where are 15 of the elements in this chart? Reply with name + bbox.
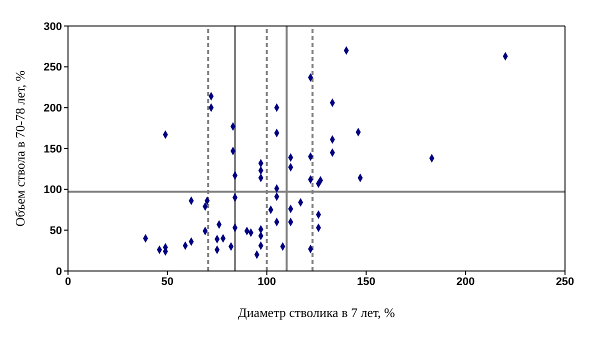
y-tick-label: 250 [44,62,62,74]
y-tick-label: 300 [44,20,62,33]
x-axis-title: Диаметр стволика в 7 лет, % [238,305,396,320]
y-tick-label: 0 [56,266,62,278]
x-tick-label: 0 [64,276,72,288]
x-tick-label: 200 [456,276,475,288]
x-tick-label: 250 [556,276,574,288]
y-tick-label: 50 [50,225,62,238]
x-tick-label: 100 [258,276,276,288]
x-tick-label: 150 [357,276,376,288]
y-tick-label: 100 [44,184,62,196]
y-axis-title: Объем ствола в 70-78 лет, % [12,70,28,227]
y-tick-label: 200 [44,102,62,115]
x-tick-label: 50 [161,276,174,288]
y-tick-label: 150 [44,143,62,156]
